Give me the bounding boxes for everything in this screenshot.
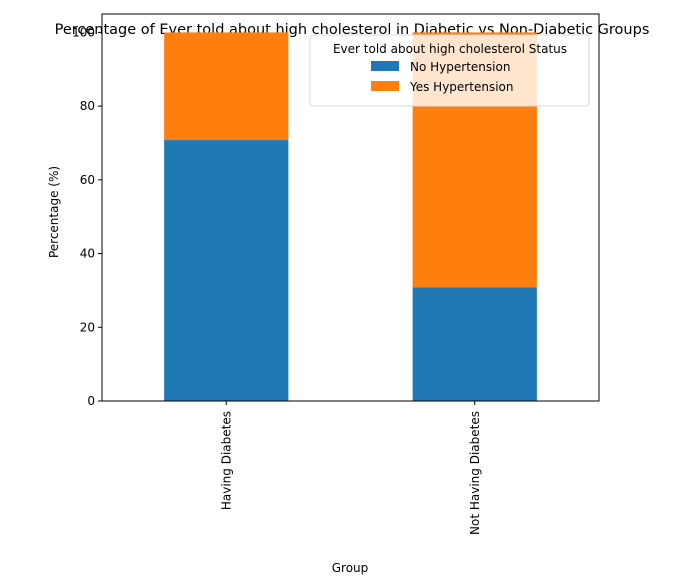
legend-label-no-hypertension: No Hypertension [410, 60, 510, 74]
legend-swatch-no-hypertension [371, 61, 399, 71]
legend-swatch-yes-hypertension [371, 81, 399, 91]
y-tick-label: 40 [80, 247, 95, 261]
y-tick-label: 80 [80, 99, 95, 113]
y-axis-label: Percentage (%) [47, 166, 61, 258]
legend: Ever told about high cholesterol Status … [309, 34, 590, 107]
y-tick-label: 60 [80, 173, 95, 187]
y-tick-label: 100 [72, 25, 95, 39]
y-axis: 0 20 40 60 80 100 [72, 25, 102, 408]
y-tick-label: 20 [80, 320, 95, 334]
legend-title: Ever told about high cholesterol Status [333, 42, 567, 56]
bar-no-hypertension-2 [412, 287, 537, 401]
bar-yes-hypertension-1 [164, 32, 289, 141]
x-tick-label: Having Diabetes [219, 411, 233, 510]
x-axis-label: Group [332, 561, 369, 575]
plot-area-frame [101, 13, 600, 402]
legend-label-yes-hypertension: Yes Hypertension [409, 80, 513, 94]
y-tick-label: 0 [87, 394, 95, 408]
x-axis: Having Diabetes Not Having Diabetes [219, 401, 482, 535]
x-tick-label: Not Having Diabetes [468, 411, 482, 535]
bar-no-hypertension-1 [164, 140, 289, 401]
